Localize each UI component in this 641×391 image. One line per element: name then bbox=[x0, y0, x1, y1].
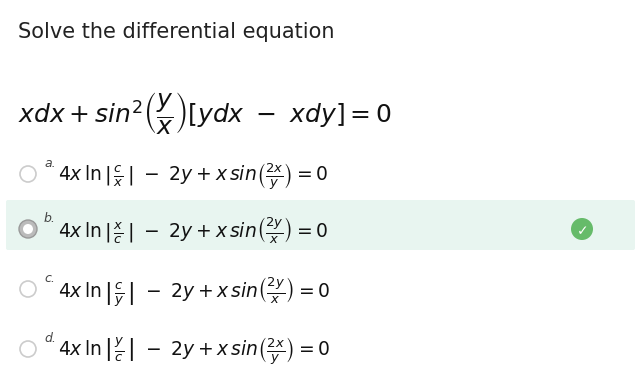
Text: b.: b. bbox=[44, 212, 56, 225]
Text: d.: d. bbox=[44, 332, 56, 345]
Text: $4x\,\ln\left|\,\frac{c}{x}\,\right|\ -\ 2y + x\,sin\left(\frac{2x}{y}\right) = : $4x\,\ln\left|\,\frac{c}{x}\,\right|\ -\… bbox=[58, 161, 329, 192]
Text: Solve the differential equation: Solve the differential equation bbox=[18, 22, 335, 42]
Circle shape bbox=[571, 218, 593, 240]
FancyBboxPatch shape bbox=[6, 200, 635, 250]
Text: $4x\,\ln\left|\,\frac{y}{c}\,\right|\ -\ 2y + x\,sin\left(\frac{2x}{y}\right) = : $4x\,\ln\left|\,\frac{y}{c}\,\right|\ -\… bbox=[58, 336, 330, 367]
Text: $4x\,\ln\left|\,\frac{c}{y}\,\right|\ -\ 2y + x\,sin\left(\frac{2y}{x}\right) = : $4x\,\ln\left|\,\frac{c}{y}\,\right|\ -\… bbox=[58, 276, 330, 309]
Text: a.: a. bbox=[44, 157, 56, 170]
Text: $\checkmark$: $\checkmark$ bbox=[576, 223, 588, 237]
Text: c.: c. bbox=[44, 272, 55, 285]
Text: $xdx + sin^{2}\left(\dfrac{y}{x}\right)\left[ydx\ -\ xdy\right] = 0$: $xdx + sin^{2}\left(\dfrac{y}{x}\right)\… bbox=[18, 90, 392, 136]
Circle shape bbox=[19, 220, 37, 238]
Text: $4x\,\ln\left|\,\frac{x}{c}\,\right|\ -\ 2y + x\,sin\left(\frac{2y}{x}\right) = : $4x\,\ln\left|\,\frac{x}{c}\,\right|\ -\… bbox=[58, 216, 329, 246]
Circle shape bbox=[23, 224, 33, 234]
